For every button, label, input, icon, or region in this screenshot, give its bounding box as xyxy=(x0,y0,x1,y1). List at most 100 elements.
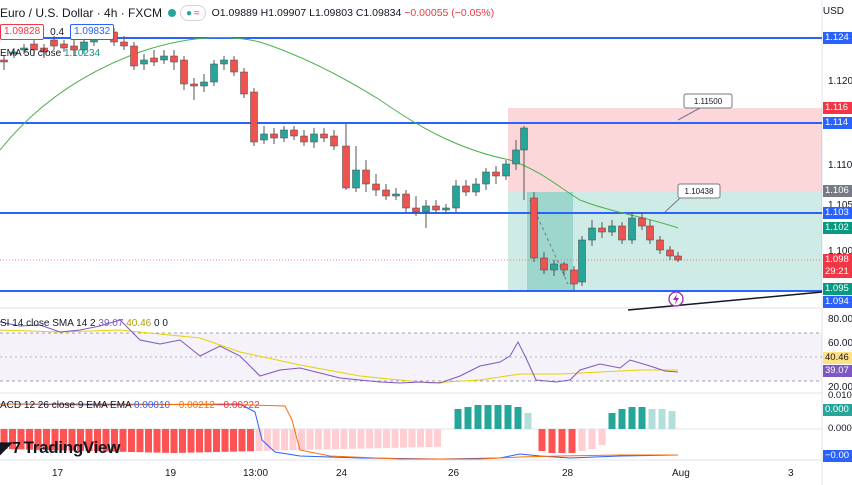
candle[interactable] xyxy=(10,48,18,58)
price-badge[interactable]: 1.102 xyxy=(823,222,852,234)
candle[interactable] xyxy=(402,190,410,212)
candle[interactable] xyxy=(170,50,178,70)
currency-label[interactable]: USD xyxy=(822,6,844,17)
candle[interactable] xyxy=(362,160,370,192)
candle[interactable] xyxy=(422,200,430,228)
candle[interactable] xyxy=(30,40,38,56)
candle[interactable] xyxy=(666,246,674,260)
candle[interactable] xyxy=(280,126,288,142)
candle[interactable] xyxy=(320,128,328,142)
candle[interactable] xyxy=(560,262,568,276)
candle[interactable] xyxy=(230,56,238,76)
candle[interactable] xyxy=(656,236,664,254)
candle[interactable] xyxy=(220,56,228,70)
candle[interactable] xyxy=(260,126,268,144)
candle[interactable] xyxy=(512,140,520,170)
candle[interactable] xyxy=(462,180,470,196)
candle[interactable] xyxy=(492,166,500,184)
price-badge[interactable]: 1.116 xyxy=(823,102,852,114)
macd-bar xyxy=(332,429,339,450)
candle[interactable] xyxy=(270,128,278,144)
candle[interactable] xyxy=(210,60,218,86)
price-badge[interactable]: 1.095 xyxy=(823,283,852,295)
candle[interactable] xyxy=(120,36,128,50)
candle[interactable] xyxy=(452,180,460,212)
candle[interactable] xyxy=(300,130,308,146)
tradingview-logo[interactable]: ◤7 TradingView xyxy=(0,438,121,457)
candle[interactable] xyxy=(502,160,510,180)
callout-entry[interactable]: 1.10438 xyxy=(664,183,721,213)
candle[interactable] xyxy=(372,174,380,196)
candle[interactable] xyxy=(578,236,586,286)
macd-legend[interactable]: ACD 12 26 close 9 EMA EMA 0.00010 −0.002… xyxy=(0,400,260,411)
candle[interactable] xyxy=(646,220,654,244)
rsi-badge[interactable]: 39.07 xyxy=(823,365,852,377)
candle[interactable] xyxy=(40,44,48,58)
candle[interactable] xyxy=(290,126,298,140)
rsi-badge[interactable]: 40.46 xyxy=(823,352,852,364)
ema-legend[interactable]: EMA 50 close 1.10234 xyxy=(0,48,101,59)
candle[interactable] xyxy=(50,36,58,50)
candle[interactable] xyxy=(588,220,596,246)
candle[interactable] xyxy=(342,124,350,190)
candle[interactable] xyxy=(638,212,646,230)
candle[interactable] xyxy=(392,188,400,200)
candle[interactable] xyxy=(550,260,558,276)
stop-zone[interactable] xyxy=(508,192,822,290)
candle[interactable] xyxy=(190,78,198,100)
price-badge[interactable]: 1.114 xyxy=(823,117,852,129)
candle[interactable] xyxy=(330,130,338,150)
candle[interactable] xyxy=(412,196,420,216)
price-badge[interactable]: 29:21 xyxy=(823,266,852,278)
trend-line[interactable] xyxy=(627,291,823,311)
candle[interactable] xyxy=(0,55,8,70)
candle[interactable] xyxy=(310,128,318,148)
candle[interactable] xyxy=(482,168,490,190)
macd-tick: 0.000 xyxy=(823,404,852,416)
candle[interactable] xyxy=(352,146,360,192)
candle[interactable] xyxy=(520,126,528,200)
candle[interactable] xyxy=(20,44,28,54)
rsi-legend[interactable]: SI 14 close SMA 14 2 39.07 40.46 0 0 xyxy=(0,318,168,329)
candle[interactable] xyxy=(250,88,258,146)
candle[interactable] xyxy=(140,54,148,70)
candle[interactable] xyxy=(608,220,616,236)
candle[interactable] xyxy=(598,222,606,238)
indicator-toggle[interactable]: ● ≈ xyxy=(180,5,206,21)
candle[interactable] xyxy=(150,50,158,66)
macd-bar xyxy=(179,429,186,453)
callout-target[interactable]: 1.11500 xyxy=(677,93,733,121)
candle[interactable] xyxy=(674,252,682,262)
price-badge[interactable]: 1.098 xyxy=(823,254,852,266)
candle[interactable] xyxy=(540,252,548,274)
candle[interactable] xyxy=(240,68,248,98)
candle[interactable] xyxy=(432,200,440,214)
candle[interactable] xyxy=(180,56,188,90)
candle[interactable] xyxy=(70,38,78,56)
sell-button[interactable]: 1.09828 xyxy=(0,24,45,40)
candle[interactable] xyxy=(530,192,538,262)
price-badge[interactable]: 1.124 xyxy=(823,32,852,44)
symbol-title[interactable]: Euro / U.S. Dollar · 4h · FXCM xyxy=(0,6,163,20)
candle[interactable] xyxy=(200,74,208,92)
price-badge[interactable]: 1.103 xyxy=(823,207,852,219)
candle[interactable] xyxy=(442,204,450,214)
target-zone[interactable] xyxy=(508,108,822,192)
alert-icon[interactable] xyxy=(668,291,684,307)
candle[interactable] xyxy=(382,184,390,200)
price-badge[interactable]: 1.094 xyxy=(823,296,852,308)
candle[interactable] xyxy=(618,222,626,244)
price-badge[interactable]: 1.106 xyxy=(823,185,852,197)
candle[interactable] xyxy=(628,212,636,244)
candle[interactable] xyxy=(160,50,168,64)
candle[interactable] xyxy=(570,266,578,290)
candle[interactable] xyxy=(60,40,68,52)
candle[interactable] xyxy=(472,178,480,196)
wave-icon: ≈ xyxy=(194,7,200,19)
buy-button[interactable]: 1.09832 xyxy=(70,24,115,40)
candle[interactable] xyxy=(130,42,138,70)
candle[interactable] xyxy=(80,38,88,54)
macd-bar xyxy=(128,429,135,452)
macd-bar xyxy=(230,429,237,452)
